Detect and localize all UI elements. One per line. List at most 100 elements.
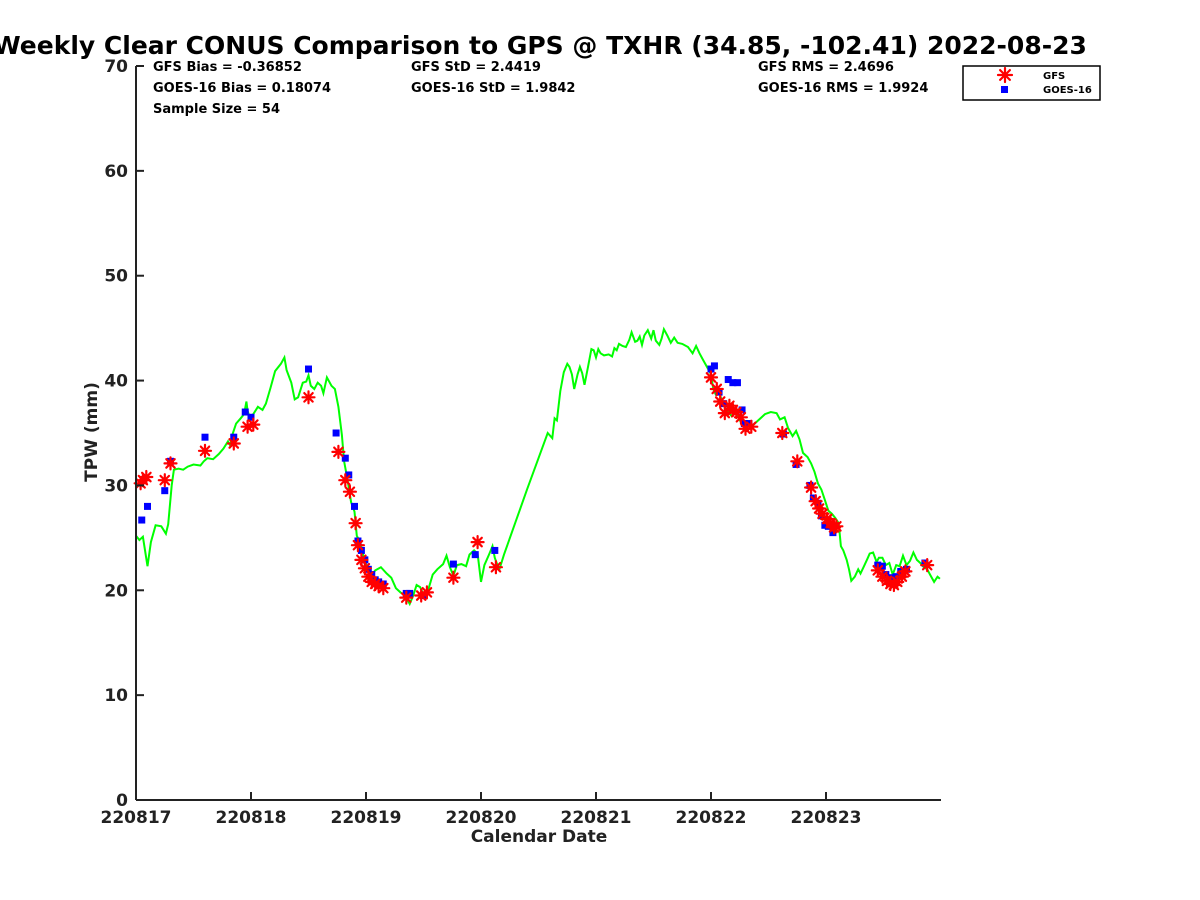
legend-gfs-label: GFS [1043, 71, 1065, 82]
gfs-bias-stat: GFS Bias = -0.36852 [153, 60, 302, 75]
gfs-point [733, 410, 748, 425]
axes: 0 10 20 30 40 50 60 70 220817 220818 220819 220820 2… [101, 57, 941, 828]
x-tick-label: 220817 [101, 808, 172, 828]
gfs-point [446, 570, 461, 585]
goes-16-point [710, 362, 718, 370]
gfs-point [703, 370, 719, 385]
goes-bias-stat: GOES-16 Bias = 0.18074 [153, 81, 331, 96]
gfs-point [197, 443, 213, 458]
goes-16-point [201, 433, 209, 441]
gfs-point [139, 469, 154, 485]
x-tick-label: 220820 [446, 808, 517, 828]
gfs-point [331, 444, 346, 459]
goes-16-point [471, 551, 479, 559]
gfs-point [414, 588, 429, 603]
y-tick-label: 60 [104, 162, 128, 182]
gfs-point [246, 417, 261, 432]
goes-16-point [792, 460, 800, 468]
legend-box [962, 65, 1101, 101]
gfs-point [357, 561, 372, 576]
chart-title: Weekly Clear CONUS Comparison to GPS @ T… [0, 31, 1087, 60]
goes-16-point [733, 379, 741, 387]
goes-16-point [738, 406, 746, 414]
goes-16-point [351, 502, 358, 510]
gfs-std-stat: GFS StD = 2.4419 [411, 60, 541, 75]
goes-16-point [449, 560, 457, 568]
gfs-point [488, 560, 503, 575]
goes-16-point [345, 471, 353, 479]
x-axis-label: Calendar Date [471, 827, 608, 847]
gfs-point [348, 516, 363, 531]
goes-16-point [332, 429, 340, 437]
y-tick-label: 20 [104, 581, 128, 601]
x-tick-label: 220821 [561, 808, 632, 828]
y-axis-label: TPW (mm) [82, 382, 102, 482]
gfs-point [419, 585, 434, 600]
y-tick-label: 50 [104, 267, 128, 287]
gfs-point [717, 406, 732, 421]
goes-16-point [144, 502, 151, 510]
goes-16-point [357, 546, 365, 554]
goes-16-point [138, 516, 146, 524]
x-tick-label: 220819 [331, 808, 402, 828]
legend: GFS GOES-16 [962, 65, 1101, 101]
gfs-point [163, 456, 178, 471]
plot-area [133, 326, 941, 607]
gfs-point [812, 501, 827, 516]
goes-rms-stat: GOES-16 RMS = 1.9924 [758, 81, 928, 96]
legend-goes-label: GOES-16 [1043, 85, 1092, 96]
sample-size-stat: Sample Size = 54 [153, 102, 280, 117]
gfs-point [361, 569, 376, 584]
gfs-point [157, 473, 172, 488]
legend-gfs-marker [996, 66, 1014, 84]
gfs-point [894, 569, 909, 584]
gfs-point [713, 394, 728, 409]
gfs-point [804, 480, 819, 495]
gfs-point [808, 494, 823, 509]
goes-16-point [161, 487, 169, 495]
gfs-rms-stat: GFS RMS = 2.4696 [758, 60, 894, 75]
gfs-point [350, 538, 365, 553]
y-tick-label: 0 [116, 791, 128, 811]
gfs-point [301, 390, 316, 405]
goes-std-stat: GOES-16 StD = 1.9842 [411, 81, 575, 96]
goes-16-point [241, 408, 249, 416]
gfs-point [470, 535, 485, 550]
gfs-point [920, 558, 935, 573]
gfs-point [829, 519, 844, 534]
gfs-point [226, 436, 241, 451]
gfs-point [399, 590, 414, 605]
goes-16-point [829, 529, 837, 537]
goes-16-point [740, 420, 748, 428]
gfs-point [870, 563, 885, 578]
goes-16-point [305, 365, 312, 373]
gfs-point [342, 484, 357, 499]
gfs-point [709, 381, 724, 397]
gfs-point [338, 473, 353, 488]
y-tick-label: 10 [104, 686, 128, 706]
y-tick-label: 70 [104, 57, 128, 77]
gfs-point [376, 581, 391, 596]
goes-16-point [341, 454, 349, 462]
y-tick-label: 30 [104, 476, 128, 496]
gfs-point [744, 419, 759, 434]
gfs-point [354, 552, 369, 567]
gfs-point [775, 425, 790, 441]
gfs-point [898, 564, 913, 579]
goes-16-point [724, 376, 732, 384]
x-tick-label: 220822 [676, 808, 747, 828]
legend-goes-marker [1001, 86, 1008, 93]
gps-series-line [135, 326, 941, 607]
goes-16-point [247, 413, 255, 421]
gfs-point [738, 421, 753, 436]
gfs-point [790, 454, 805, 469]
goes-16-point [729, 379, 737, 387]
x-tick-label: 220823 [791, 808, 862, 828]
x-tick-label: 220818 [216, 808, 287, 828]
legend-gfs-asterisk [996, 66, 1014, 84]
y-tick-label: 40 [104, 372, 128, 392]
goes-16-point [491, 546, 499, 554]
gfs-point [371, 579, 386, 594]
gfs-point [240, 419, 255, 434]
